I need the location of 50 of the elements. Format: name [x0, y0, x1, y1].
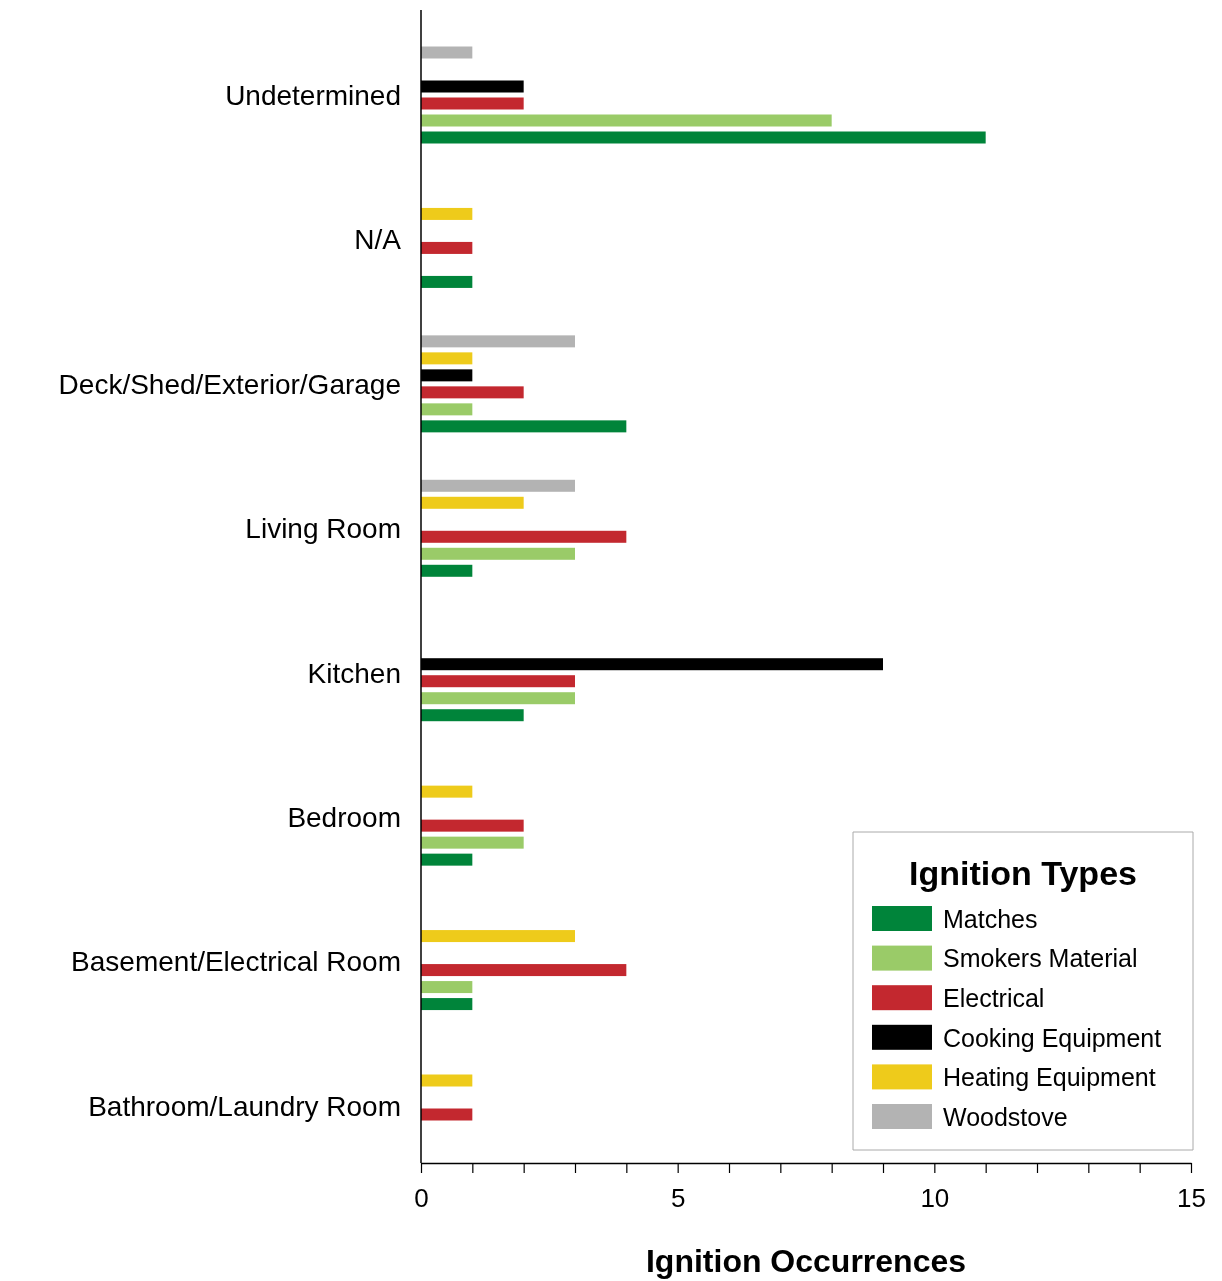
y-tick-label: Basement/Electrical Room [71, 946, 401, 978]
bar [421, 1108, 473, 1121]
y-tick-label: Bedroom [287, 801, 401, 833]
bar [421, 403, 473, 416]
bar [421, 352, 473, 365]
x-tick-label: 0 [414, 1183, 429, 1214]
bar [421, 479, 575, 492]
bar [421, 386, 524, 399]
bar [421, 275, 473, 288]
bar [421, 46, 473, 59]
bar [421, 853, 473, 866]
x-tick-label: 15 [1177, 1183, 1206, 1214]
bar [421, 547, 575, 560]
bar [421, 930, 575, 943]
y-tick-label: Bathroom/Laundry Room [88, 1090, 401, 1122]
x-axis-title: Ignition Occurrences [645, 1243, 967, 1279]
bar [421, 785, 473, 798]
x-tick-label: 10 [920, 1183, 950, 1214]
bar [421, 335, 575, 348]
bar [421, 241, 473, 254]
bar [421, 836, 524, 849]
legend-label: Smokers Material [943, 944, 1138, 973]
bar [421, 420, 627, 433]
legend-label: Cooking Equipment [943, 1023, 1162, 1052]
bar [421, 709, 524, 722]
bar [421, 692, 575, 705]
legend-label: Electrical [943, 983, 1045, 1012]
legend-label: Heating Equipment [943, 1063, 1156, 1092]
legend-label: Matches [943, 904, 1038, 933]
bar [421, 496, 524, 509]
bar [421, 675, 575, 688]
bar [421, 564, 473, 577]
y-tick-label: Living Room [245, 513, 401, 545]
bar [421, 964, 627, 977]
bar [421, 131, 986, 144]
y-tick-label: Deck/Shed/Exterior/Garage [58, 368, 401, 400]
y-tick-label: Undetermined [225, 79, 401, 111]
bar [421, 530, 627, 543]
legend-title: Ignition Types [909, 854, 1137, 892]
bar [421, 998, 473, 1011]
y-tick-label: Kitchen [307, 657, 401, 689]
x-tick-label: 5 [670, 1183, 686, 1214]
y-tick-label: N/A [354, 224, 402, 256]
bar [421, 1074, 473, 1087]
legend-label: Woodstove [943, 1102, 1068, 1131]
bar [421, 97, 524, 110]
bar [421, 981, 473, 994]
bar [421, 207, 473, 220]
bar [421, 114, 832, 127]
bar [421, 819, 524, 832]
